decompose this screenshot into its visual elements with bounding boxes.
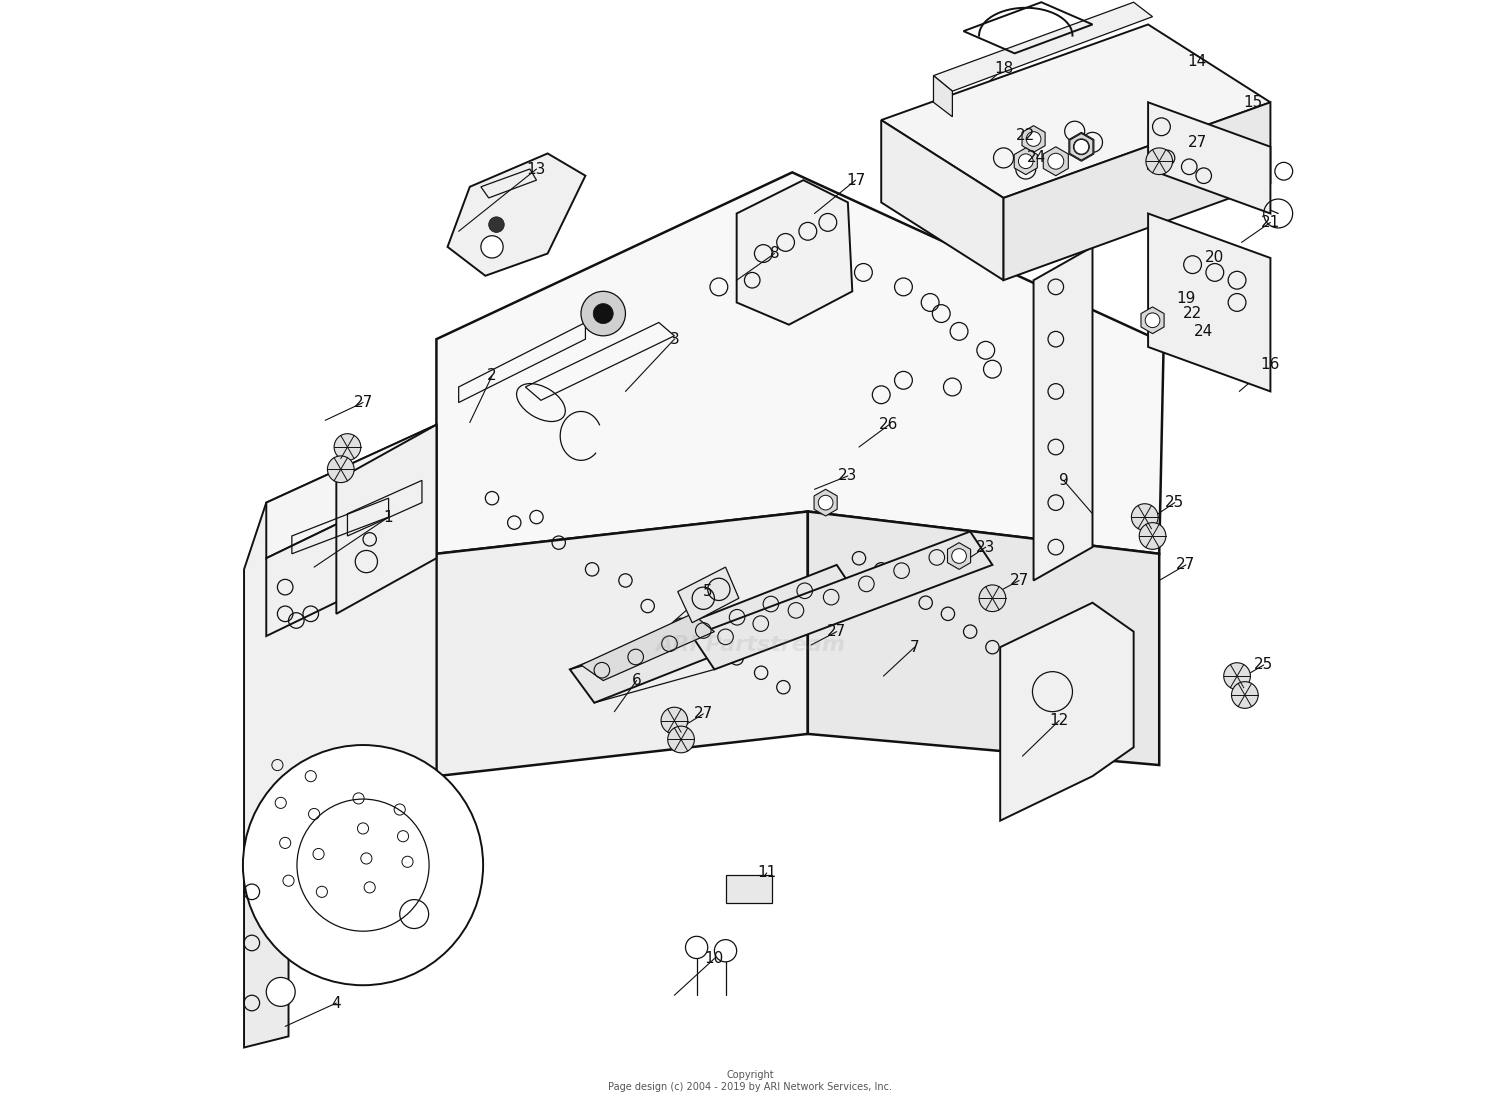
Polygon shape (1034, 247, 1092, 580)
Text: Copyright
Page design (c) 2004 - 2019 by ARI Network Services, Inc.: Copyright Page design (c) 2004 - 2019 by… (608, 1071, 892, 1092)
Circle shape (1224, 663, 1251, 689)
Text: 4: 4 (332, 995, 340, 1011)
Polygon shape (267, 476, 436, 636)
Circle shape (1131, 504, 1158, 530)
Text: 19: 19 (1176, 290, 1196, 306)
Circle shape (482, 236, 502, 258)
Circle shape (243, 745, 483, 985)
Text: 15: 15 (1244, 95, 1262, 110)
Circle shape (1138, 523, 1166, 549)
Text: 27: 27 (1176, 557, 1196, 573)
Circle shape (980, 585, 1006, 612)
Text: 24: 24 (1028, 150, 1047, 166)
Polygon shape (678, 567, 740, 623)
Polygon shape (267, 425, 436, 558)
Text: 20: 20 (1204, 250, 1224, 266)
Circle shape (592, 304, 613, 324)
Polygon shape (580, 614, 714, 681)
Polygon shape (436, 172, 1164, 554)
Text: 14: 14 (1188, 53, 1206, 69)
Polygon shape (948, 543, 970, 569)
Text: 11: 11 (758, 865, 777, 881)
Text: 8: 8 (770, 246, 780, 261)
Polygon shape (1070, 133, 1094, 160)
Text: 17: 17 (846, 172, 865, 188)
Polygon shape (1142, 307, 1164, 334)
Circle shape (399, 900, 429, 929)
Text: 21: 21 (1262, 215, 1280, 230)
Text: 26: 26 (879, 417, 898, 433)
Text: 5: 5 (704, 584, 712, 599)
Text: 7: 7 (910, 639, 920, 655)
Text: 2: 2 (488, 368, 496, 384)
Circle shape (327, 456, 354, 483)
Circle shape (1048, 153, 1064, 169)
Circle shape (580, 291, 626, 336)
Text: 16: 16 (1260, 357, 1280, 373)
Circle shape (489, 217, 504, 232)
Polygon shape (880, 120, 1004, 280)
Text: 6: 6 (632, 673, 642, 688)
Text: 23: 23 (839, 468, 858, 484)
Polygon shape (1000, 603, 1134, 821)
Polygon shape (336, 425, 436, 614)
Text: 13: 13 (526, 161, 546, 177)
Circle shape (1232, 682, 1258, 708)
Text: 27: 27 (1188, 135, 1206, 150)
Polygon shape (436, 512, 808, 776)
Polygon shape (447, 153, 585, 276)
Circle shape (714, 940, 736, 962)
Text: 22: 22 (1016, 128, 1035, 143)
Text: 12: 12 (1050, 713, 1070, 728)
Text: 22: 22 (1184, 306, 1202, 321)
Polygon shape (933, 76, 952, 117)
Circle shape (1019, 153, 1034, 169)
Text: ARI Partstream: ARI Partstream (656, 635, 844, 655)
Polygon shape (570, 565, 860, 703)
Polygon shape (808, 512, 1160, 765)
Polygon shape (244, 892, 288, 1048)
Text: 27: 27 (827, 624, 846, 639)
Text: 3: 3 (669, 331, 680, 347)
Polygon shape (1004, 102, 1270, 280)
Text: 9: 9 (1059, 473, 1068, 488)
Polygon shape (1070, 132, 1094, 161)
Circle shape (662, 707, 687, 734)
Circle shape (819, 495, 833, 510)
Circle shape (267, 977, 296, 1006)
Circle shape (668, 726, 694, 753)
Text: 24: 24 (1194, 324, 1214, 339)
Text: 25: 25 (1254, 657, 1274, 673)
Circle shape (951, 548, 966, 564)
Bar (726, 875, 772, 903)
Text: 1: 1 (384, 509, 393, 525)
Polygon shape (1148, 102, 1270, 214)
Text: 27: 27 (1010, 573, 1029, 588)
Polygon shape (736, 180, 852, 325)
Polygon shape (692, 532, 993, 669)
Text: 25: 25 (1166, 495, 1185, 510)
Text: 27: 27 (693, 706, 712, 722)
Text: 10: 10 (705, 951, 724, 966)
Polygon shape (1022, 126, 1046, 152)
Circle shape (1144, 312, 1160, 328)
Polygon shape (1044, 147, 1068, 176)
Polygon shape (1148, 214, 1270, 391)
Circle shape (334, 434, 362, 460)
Polygon shape (815, 489, 837, 516)
Text: 18: 18 (994, 61, 1012, 77)
Polygon shape (880, 24, 1270, 198)
Polygon shape (244, 425, 436, 914)
Circle shape (1074, 139, 1089, 155)
Text: 23: 23 (976, 539, 996, 555)
Circle shape (1146, 148, 1173, 175)
Circle shape (1074, 139, 1089, 155)
Polygon shape (933, 2, 1152, 91)
Circle shape (1026, 131, 1041, 147)
Polygon shape (1014, 148, 1038, 175)
Text: 27: 27 (354, 395, 372, 410)
Circle shape (686, 936, 708, 959)
